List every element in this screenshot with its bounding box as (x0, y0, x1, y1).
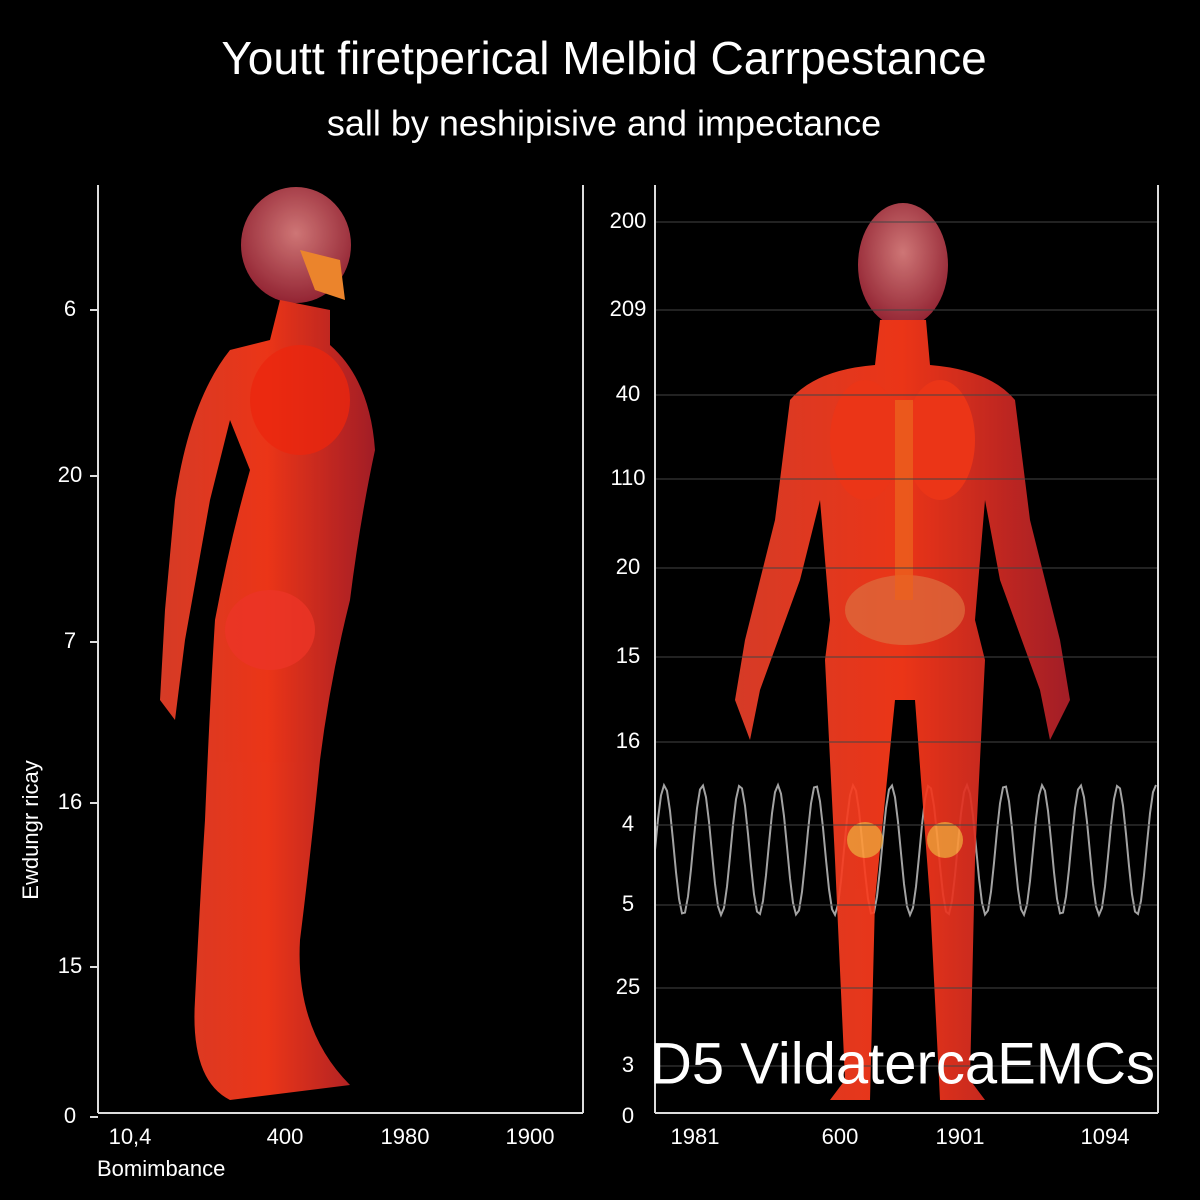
x-tick-label: 1901 (936, 1124, 985, 1149)
y-tick-label: 16 (58, 789, 82, 814)
left-body-figure (160, 187, 375, 1100)
x-tick-label: 10,4 (109, 1124, 152, 1149)
waveform (654, 782, 1157, 918)
y-tick-label: 6 (64, 296, 76, 321)
y-tick-label: 0 (64, 1103, 76, 1128)
y-tick-label: 209 (610, 296, 647, 321)
y-tick-label: 16 (616, 728, 640, 753)
y-tick-label: 0 (622, 1103, 634, 1128)
x-tick-label: 1980 (381, 1124, 430, 1149)
y-tick-label: 15 (616, 643, 640, 668)
right-body-figure (735, 203, 1070, 1100)
y-tick-label: 110 (610, 465, 645, 490)
title: Youtt firetperical Melbid Carrpestance (221, 32, 986, 84)
y-tick-label: 15 (58, 953, 82, 978)
x-tick-label: 400 (267, 1124, 304, 1149)
y-tick-label: 7 (64, 628, 76, 653)
y-tick-label: 3 (622, 1052, 634, 1077)
x-tick-label: 1981 (671, 1124, 720, 1149)
y-tick-label: 5 (622, 891, 634, 916)
y-tick-label: 20 (58, 462, 82, 487)
y-tick-label: 25 (616, 974, 640, 999)
annotation: D5 VildatercaEMCs (650, 1031, 1155, 1096)
subtitle: sall by neshipisive and impectance (327, 103, 881, 144)
y-tick-label: 20 (616, 554, 640, 579)
x-tick-label: 600 (822, 1124, 859, 1149)
y-tick-label: 4 (622, 811, 634, 836)
x-tick-label: 1094 (1081, 1124, 1130, 1149)
y-tick-label: 200 (610, 208, 647, 233)
y-tick-label: 40 (616, 381, 640, 406)
x-axis-label: Bomimbance (97, 1156, 225, 1181)
y-axis-label: Ewdungr ricay (18, 760, 43, 899)
x-tick-label: 1900 (506, 1124, 555, 1149)
